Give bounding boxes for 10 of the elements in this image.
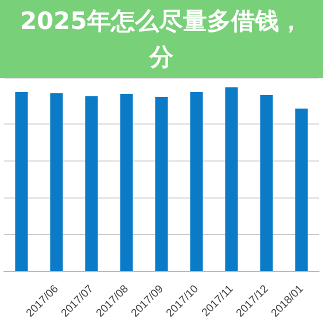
bar	[15, 92, 28, 272]
bar	[50, 93, 63, 272]
bar	[155, 96, 168, 272]
bar	[85, 96, 98, 272]
chart-title: 2025年怎么尽量多借钱，分	[0, 0, 323, 78]
bar	[190, 92, 203, 272]
bar	[260, 94, 273, 272]
bar	[225, 87, 238, 272]
bar	[295, 108, 308, 272]
bar	[120, 94, 133, 272]
